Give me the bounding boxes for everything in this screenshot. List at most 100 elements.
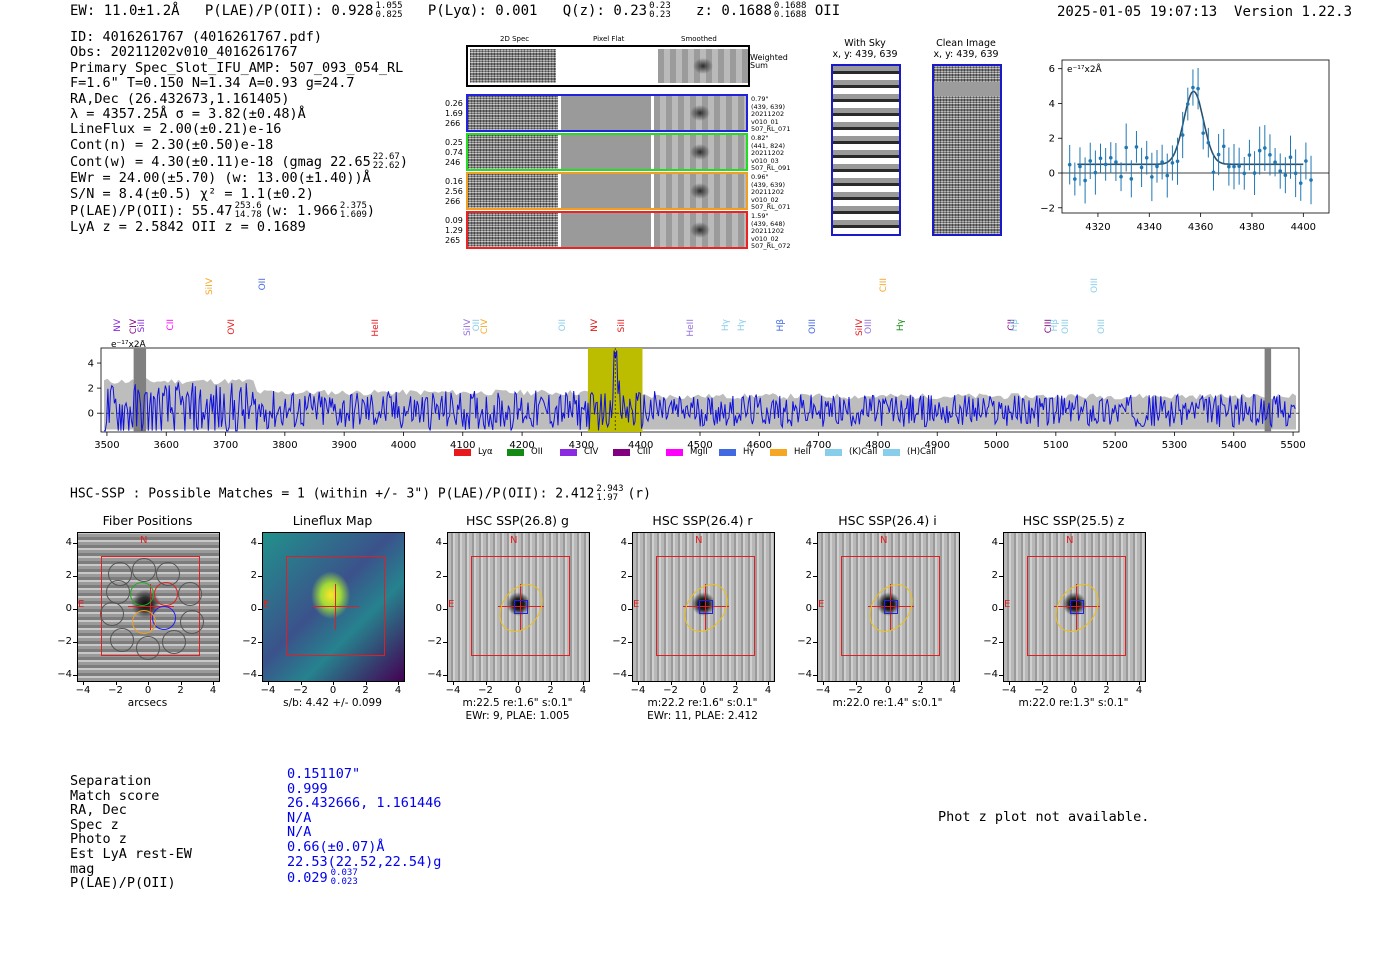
zoom-data-point (1206, 140, 1211, 145)
cutout-divider (558, 96, 561, 130)
info-primary: Primary Spec_Slot_IFU_AMP: 507_093_054_R… (70, 59, 404, 76)
hsc-xtick-label: 2 (1103, 685, 1110, 696)
crosshair-v (705, 584, 707, 630)
hsc-caption: EWr: 11, PLAE: 2.412 (647, 710, 758, 722)
hsc-xtick (1074, 681, 1075, 685)
hsc-ytick (443, 576, 447, 577)
source-marker (1070, 600, 1084, 614)
legend-label: MgII (690, 447, 708, 457)
info-plae-w-end: ) (366, 203, 376, 220)
hsc-ytick (999, 675, 1003, 676)
hsc-ytick (999, 609, 1003, 610)
full-xtick-label: 5200 (1102, 440, 1127, 451)
cutout-info: (439, 639) (751, 180, 786, 189)
hsc-panel-title: Lineflux Map (292, 513, 373, 528)
line-mark-label: OIII (807, 319, 818, 335)
full-ytick-label: 2 (88, 384, 94, 395)
hsc-ytick-label: 2 (250, 570, 257, 581)
legend-swatch (719, 449, 736, 456)
full-unit-label: e⁻¹⁷x2Å (111, 340, 147, 350)
east-label: E (633, 599, 640, 610)
zoom-data-point (1180, 133, 1185, 137)
cutout-info: v010_02 (751, 234, 779, 243)
source-marker (514, 600, 528, 614)
header-plya: P(Lyα): 0.001 (427, 3, 538, 19)
zoom-data-point (1067, 162, 1072, 167)
zoom-data-point (1108, 155, 1113, 160)
match-values: 0.151107" 0.999 26.432666, 1.161446 N/A N/A 0… (287, 767, 441, 887)
header-plae-sub: 0.825 (375, 10, 403, 20)
match-label: Photo z (70, 831, 127, 848)
hsc-caption: m:22.0 re:1.3" s:0.1" (1018, 697, 1129, 709)
header-z-label: z: (696, 3, 713, 19)
info-contw-sub: 22.62 (372, 161, 400, 172)
hsc-xtick-label: 4 (209, 685, 217, 696)
header-qz-label: Q(z): (562, 3, 605, 19)
cutout-right-info: 0.79" (439, 639) 20211202 v010_01 507_RL_071 (751, 95, 791, 134)
info-contw-end: ) (399, 154, 408, 171)
match-label: Spec z (70, 816, 119, 833)
line-mark-label: CIV (480, 319, 491, 335)
zoom-ytick-label: 2 (1049, 134, 1055, 145)
hsc-xtick (550, 681, 552, 685)
cutout-info: 507_RL_071 (751, 125, 791, 134)
info-plae: P(LAE)/P(OII): 55.47 253.6 14.78 (w: 1.966 2… (70, 202, 408, 220)
hsc-xtick (920, 681, 922, 685)
legend-swatch (560, 449, 577, 456)
zoom-data-point (1078, 164, 1082, 169)
hsc-xtick (453, 681, 454, 685)
full-xtick-label: 4700 (806, 440, 831, 451)
hsc-caption: s/b: 4.42 +/- 0.099 (283, 697, 382, 709)
zoom-unit-label: e⁻¹⁷x2Å (1067, 63, 1103, 75)
cutout-stat: 0.25 (445, 138, 463, 147)
crosshair-v (520, 584, 522, 630)
cutout-pixelflat (561, 213, 651, 247)
cutout-info: v010_03 (751, 156, 779, 165)
info-block: ID: 4016261767 (4016261767.pdf) Obs: 202… (70, 29, 408, 235)
hsc-ytick-label: 0 (65, 603, 72, 614)
full-xtick-label: 5100 (1043, 440, 1068, 451)
hsc-panel-title: Fiber Positions (102, 513, 193, 528)
cutout-divider (558, 135, 561, 169)
cutout-info: 20211202 (751, 188, 785, 197)
hsc-panel: Lineflux Map E 4 2 0 −2 −4 −4 −2 0 2 4 s/b: 4.42 +/-… (242, 510, 435, 725)
full-xtick-label: 4400 (628, 440, 653, 451)
hsc-ytick (443, 675, 447, 676)
hsc-xtick (823, 681, 824, 685)
info-id: ID: 4016261767 (4016261767.pdf) (70, 29, 322, 45)
zoom-data-point (1263, 146, 1267, 150)
hsc-ytick-label: −4 (797, 669, 812, 680)
hsc-xtick-label: 4 (949, 685, 957, 696)
cutout-left-stats: 0.09 1.29 265 (445, 216, 463, 246)
line-mark-label: Hγ (895, 319, 906, 332)
full-xtick-label: 3700 (213, 440, 238, 451)
full-spectrum-plot: 4 2 0 3500 3600 3700 3800 3900 4000 4100 4200 4300 4… (88, 340, 1306, 451)
legend-swatch (770, 449, 787, 456)
header-version: Version 1.22.3 (1234, 4, 1353, 20)
with-sky-coord: x, y: 439, 639 (832, 49, 898, 60)
cutout-smoothed (654, 213, 746, 247)
header-qz-value: 0.23 (613, 3, 648, 19)
hsc-xtick-label: 0 (329, 685, 337, 696)
hsc-xtick-label: −2 (663, 685, 678, 696)
line-mark-label: CII (166, 319, 177, 331)
hsc-xtick-label: −2 (293, 685, 308, 696)
zoom-data-point (1257, 148, 1262, 153)
cutout-info: 20211202 (751, 227, 785, 236)
hsc-ytick (813, 609, 817, 610)
line-mark-label: HeII (370, 319, 381, 337)
hsc-caption: m:22.0 re:1.4" s:0.1" (832, 697, 943, 709)
cutout-divider (651, 174, 654, 208)
hsc-xtick (638, 681, 639, 685)
line-mark-label: SiII (136, 319, 147, 333)
hsc-ytick (73, 642, 77, 643)
hsc-xtick (333, 681, 334, 685)
hsc-ytick-label: −2 (57, 636, 72, 647)
hsc-panel-title: HSC SSP(26.4) r (652, 513, 753, 528)
info-radec: RA,Dec (26.432673,1.161405) (70, 90, 290, 107)
header-z-sup: 0.1688 (773, 1, 807, 11)
legend-label: Hγ (743, 447, 755, 457)
source-marker (699, 600, 713, 614)
line-mark-label: OIII (1097, 319, 1108, 335)
full-xtick-label: 4000 (391, 440, 416, 451)
